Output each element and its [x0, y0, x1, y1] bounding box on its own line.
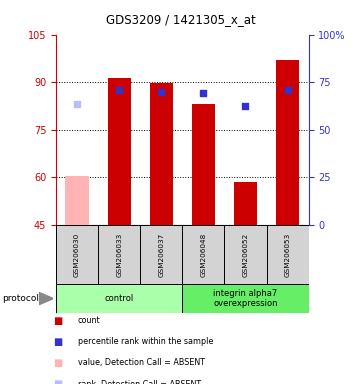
- Bar: [140, 225, 182, 284]
- Bar: [234, 182, 257, 225]
- Bar: [192, 104, 215, 225]
- Text: ■: ■: [53, 337, 62, 347]
- Bar: [225, 225, 266, 284]
- Point: [116, 87, 122, 93]
- Text: GDS3209 / 1421305_x_at: GDS3209 / 1421305_x_at: [106, 13, 255, 26]
- Text: GSM206053: GSM206053: [284, 232, 291, 276]
- Text: value, Detection Call = ABSENT: value, Detection Call = ABSENT: [78, 358, 205, 367]
- Text: GSM206037: GSM206037: [158, 232, 164, 276]
- Text: protocol: protocol: [2, 294, 39, 303]
- Bar: [98, 225, 140, 284]
- Text: GSM206033: GSM206033: [116, 232, 122, 276]
- Text: integrin alpha7
overexpression: integrin alpha7 overexpression: [213, 289, 278, 308]
- Text: ■: ■: [53, 316, 62, 326]
- Text: GSM206052: GSM206052: [243, 232, 248, 276]
- Point: [285, 87, 291, 93]
- Bar: [108, 78, 131, 225]
- Text: ■: ■: [53, 358, 62, 368]
- Bar: [56, 284, 182, 313]
- Bar: [276, 60, 299, 225]
- Point: [74, 101, 80, 108]
- Point: [200, 90, 206, 96]
- Bar: [182, 225, 225, 284]
- Point: [158, 89, 164, 95]
- Text: control: control: [104, 294, 134, 303]
- Text: ■: ■: [53, 379, 62, 384]
- Bar: [56, 225, 98, 284]
- Bar: [65, 175, 88, 225]
- Text: GSM206030: GSM206030: [74, 232, 80, 276]
- Bar: [266, 225, 309, 284]
- Text: rank, Detection Call = ABSENT: rank, Detection Call = ABSENT: [78, 379, 201, 384]
- Text: percentile rank within the sample: percentile rank within the sample: [78, 337, 213, 346]
- Point: [243, 103, 248, 109]
- Polygon shape: [39, 293, 53, 305]
- Text: GSM206048: GSM206048: [200, 232, 206, 276]
- Text: count: count: [78, 316, 100, 325]
- Bar: [182, 284, 309, 313]
- Bar: [150, 83, 173, 225]
